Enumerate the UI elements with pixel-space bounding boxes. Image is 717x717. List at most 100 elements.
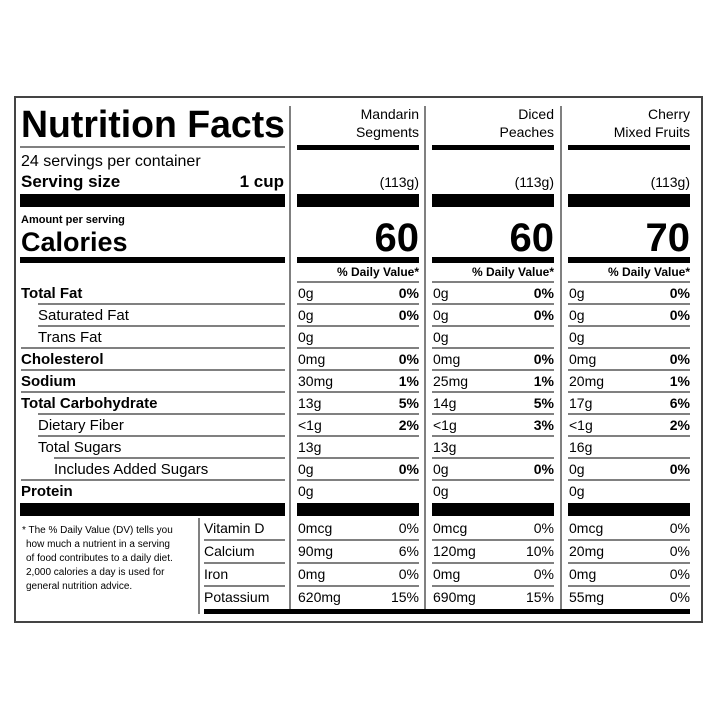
product-name: Diced bbox=[518, 106, 554, 122]
vitamin-dv: 15% bbox=[526, 589, 554, 605]
vitamin-dv: 0% bbox=[670, 543, 690, 559]
vitamin-amount: 55mg bbox=[569, 589, 604, 605]
dv-header: % Daily Value* bbox=[337, 265, 419, 279]
nutrient-label: Sodium bbox=[21, 373, 76, 390]
nutrient-dv: 2% bbox=[399, 417, 420, 433]
thick-bar bbox=[432, 503, 554, 516]
vitamin-amount: 0mcg bbox=[298, 520, 332, 536]
nutrient-label: Total Fat bbox=[21, 285, 82, 302]
calories-value: 60 bbox=[375, 216, 420, 260]
nutrient-amount: 0mg bbox=[569, 351, 596, 367]
nutrient-dv: 0% bbox=[670, 461, 691, 477]
vitamin-amount: 90mg bbox=[298, 543, 333, 559]
vitamin-label: Iron bbox=[204, 566, 228, 582]
vitamin-amount: 0mcg bbox=[569, 520, 603, 536]
footnote: * The % Daily Value (DV) tells you bbox=[22, 525, 173, 536]
nutrient-dv: 0% bbox=[399, 285, 420, 301]
calories-label: Calories bbox=[21, 227, 128, 257]
nutrient-amount: 17g bbox=[569, 395, 592, 411]
thick-bar bbox=[568, 503, 690, 516]
nutrient-amount: 20mg bbox=[569, 373, 604, 389]
nutrient-amount: 13g bbox=[433, 439, 456, 455]
nutrient-dv: 0% bbox=[670, 351, 691, 367]
nutrient-dv: 0% bbox=[534, 285, 555, 301]
thick-bar bbox=[20, 503, 285, 516]
nutrient-amount: 0g bbox=[433, 329, 449, 345]
medium-bar bbox=[297, 145, 419, 150]
calories-value: 70 bbox=[646, 216, 691, 260]
nutrient-label: Trans Fat bbox=[38, 329, 102, 346]
vitamin-amount: 0mg bbox=[298, 566, 325, 582]
thick-bar bbox=[432, 194, 554, 207]
vitamin-dv: 15% bbox=[391, 589, 419, 605]
medium-bar bbox=[432, 257, 554, 263]
nutrient-amount: 0g bbox=[298, 329, 314, 345]
vitamin-amount: 20mg bbox=[569, 543, 604, 559]
serving-weight: (113g) bbox=[515, 174, 554, 190]
nutrient-dv: 0% bbox=[399, 307, 420, 323]
nutrient-amount: <1g bbox=[569, 417, 593, 433]
vitamin-dv: 0% bbox=[670, 520, 690, 536]
nutrient-dv: 1% bbox=[670, 373, 691, 389]
nutrient-dv: 6% bbox=[670, 395, 691, 411]
footnote: 2,000 calories a day is used for bbox=[26, 567, 165, 578]
product-name: Segments bbox=[356, 124, 419, 140]
nutrient-dv: 0% bbox=[399, 351, 420, 367]
nutrient-amount: 13g bbox=[298, 439, 321, 455]
serving-size-label: Serving size bbox=[21, 172, 120, 191]
vitamin-amount: 120mg bbox=[433, 543, 476, 559]
footnote: general nutrition advice. bbox=[26, 581, 132, 592]
vitamin-amount: 0mg bbox=[569, 566, 596, 582]
vitamin-label: Calcium bbox=[204, 543, 255, 559]
nutrient-amount: 0g bbox=[569, 329, 585, 345]
nutrient-label: Total Carbohydrate bbox=[21, 395, 157, 412]
vitamin-label: Vitamin D bbox=[204, 520, 264, 536]
nutrient-dv: 0% bbox=[534, 351, 555, 367]
label-border bbox=[14, 96, 703, 623]
vitamin-dv: 0% bbox=[670, 566, 690, 582]
nutrient-amount: 0g bbox=[433, 483, 449, 499]
dv-header: % Daily Value* bbox=[472, 265, 554, 279]
servings: 24 servings per container bbox=[21, 153, 201, 170]
nutrient-amount: <1g bbox=[433, 417, 457, 433]
vitamin-dv: 0% bbox=[534, 520, 554, 536]
vitamin-dv: 0% bbox=[399, 520, 419, 536]
vitamin-amount: 620mg bbox=[298, 589, 341, 605]
nutrient-amount: 30mg bbox=[298, 373, 333, 389]
product-name: Mandarin bbox=[361, 106, 419, 122]
nutrient-amount: 0g bbox=[298, 483, 314, 499]
nutrient-amount: 0mg bbox=[298, 351, 325, 367]
vitamin-dv: 0% bbox=[399, 566, 419, 582]
nutrient-dv: 0% bbox=[534, 307, 555, 323]
vitamin-dv: 0% bbox=[534, 566, 554, 582]
nutrient-amount: 0g bbox=[433, 461, 449, 477]
nutrient-amount: 0g bbox=[298, 461, 314, 477]
nutrient-dv: 1% bbox=[534, 373, 555, 389]
nutrient-amount: 0g bbox=[569, 307, 585, 323]
nutrient-dv: 0% bbox=[399, 461, 420, 477]
nutrient-amount: 16g bbox=[569, 439, 592, 455]
nutrient-dv: 1% bbox=[399, 373, 420, 389]
nutrient-amount: 13g bbox=[298, 395, 321, 411]
thick-bar bbox=[297, 194, 419, 207]
thick-bar bbox=[568, 194, 690, 207]
nutrient-amount: 0mg bbox=[433, 351, 460, 367]
nutrient-amount: 0g bbox=[569, 483, 585, 499]
nutrient-label: Saturated Fat bbox=[38, 307, 130, 324]
nutrient-amount: 14g bbox=[433, 395, 456, 411]
vitamin-amount: 690mg bbox=[433, 589, 476, 605]
product-name: Mixed Fruits bbox=[614, 124, 690, 140]
amount-per-serving: Amount per serving bbox=[21, 214, 125, 226]
serving-weight: (113g) bbox=[651, 174, 690, 190]
thick-bar bbox=[20, 194, 285, 207]
nutrient-label: Protein bbox=[21, 483, 73, 500]
serving-weight: (113g) bbox=[380, 174, 419, 190]
title: Nutrition Facts bbox=[21, 104, 285, 146]
product-name: Cherry bbox=[648, 106, 690, 122]
nutrient-dv: 2% bbox=[670, 417, 691, 433]
nutrient-amount: 0g bbox=[569, 285, 585, 301]
dv-header: % Daily Value* bbox=[608, 265, 690, 279]
nutrient-dv: 3% bbox=[534, 417, 555, 433]
